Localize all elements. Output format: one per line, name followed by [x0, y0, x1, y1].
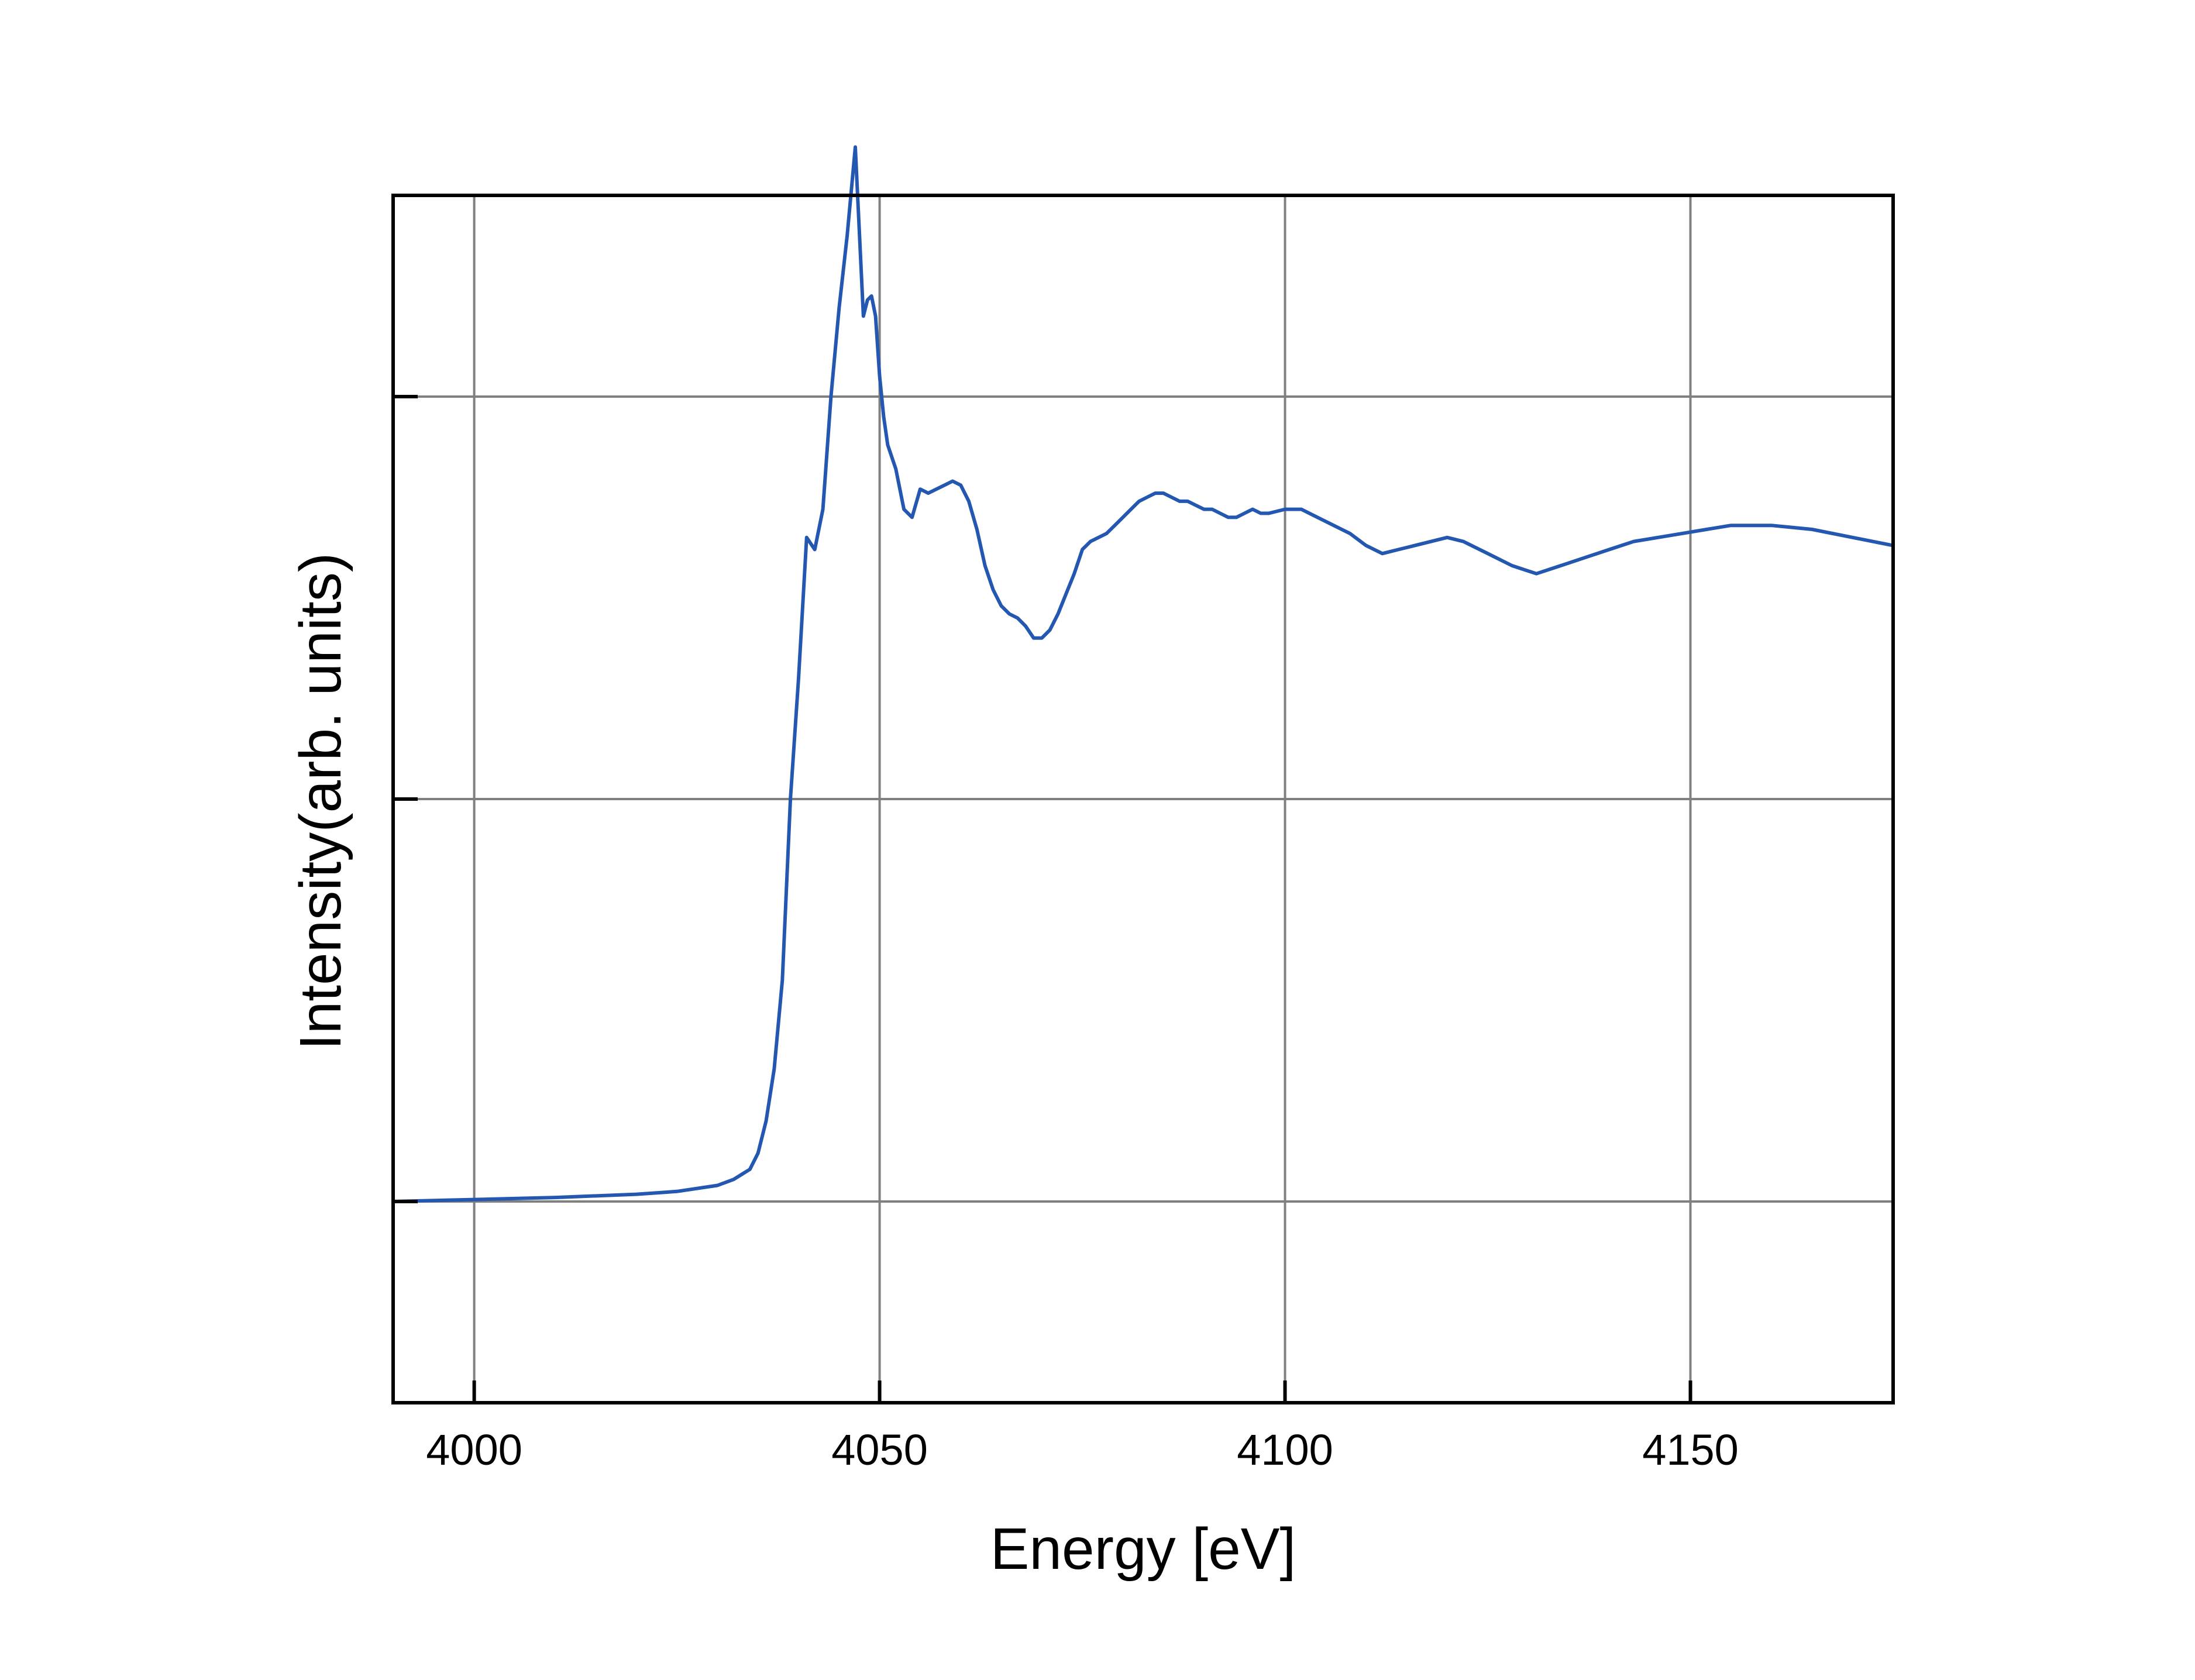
plot-frame: [391, 194, 1895, 1404]
grid: [393, 195, 1893, 1403]
x-tick-labels: 4000 4050 4100 4150: [426, 1426, 1739, 1474]
x-tick-label: 4050: [831, 1426, 928, 1474]
x-tick-label: 4150: [1642, 1426, 1739, 1474]
x-tick-label: 4100: [1237, 1426, 1333, 1474]
y-axis-label: Intensity(arb. units): [288, 553, 353, 1050]
x-tick-label: 4000: [426, 1426, 522, 1474]
axis-ticks: [393, 395, 1692, 1403]
series-line-spectrum: [391, 145, 1895, 1203]
x-axis-label: Energy [eV]: [990, 1516, 1296, 1582]
